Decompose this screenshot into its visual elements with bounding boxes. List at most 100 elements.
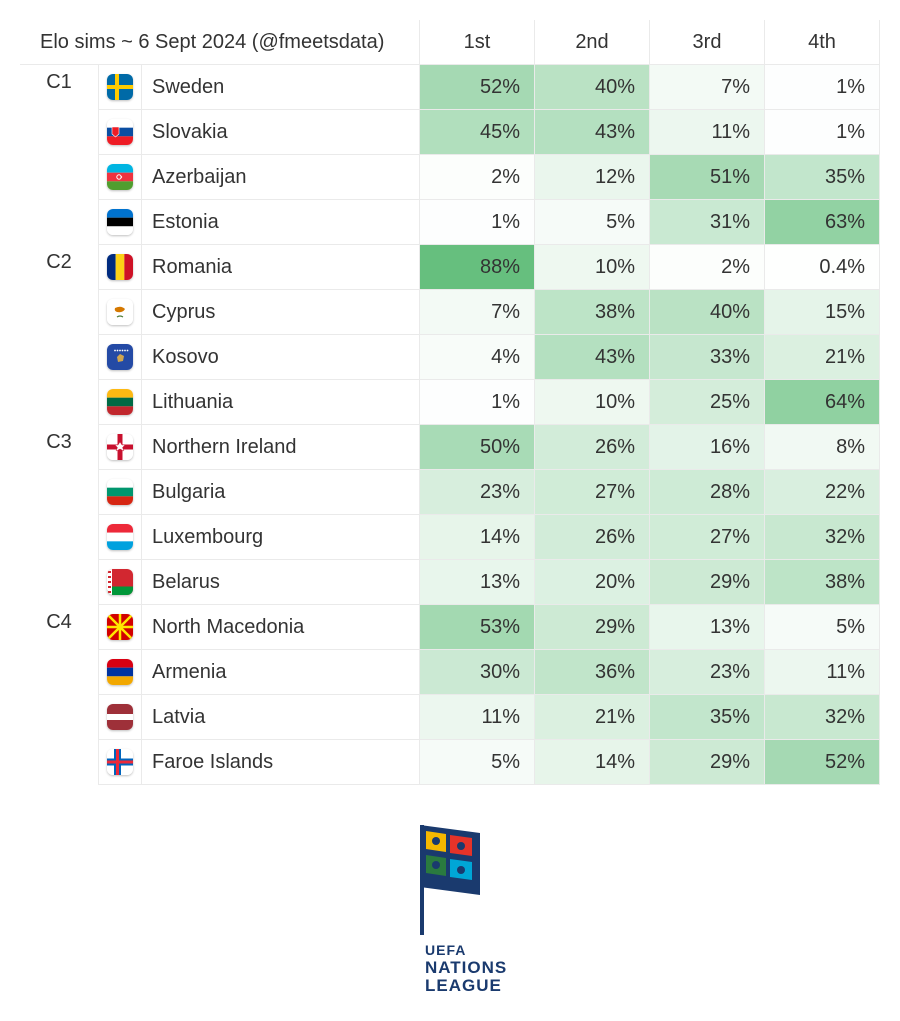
pct-cell: 1% xyxy=(420,380,535,425)
flag-icon xyxy=(107,254,133,280)
table-row: Slovakia45%43%11%1% xyxy=(20,110,880,155)
pct-cell: 11% xyxy=(765,650,880,695)
pct-cell: 2% xyxy=(650,245,765,290)
flag-cell xyxy=(99,740,142,785)
col-4th: 4th xyxy=(765,20,880,65)
pct-cell: 16% xyxy=(650,425,765,470)
table-row: Bulgaria23%27%28%22% xyxy=(20,470,880,515)
flag-cell xyxy=(99,200,142,245)
country-name: Sweden xyxy=(142,65,420,110)
pct-cell: 13% xyxy=(650,605,765,650)
country-name: Faroe Islands xyxy=(142,740,420,785)
pct-cell: 14% xyxy=(420,515,535,560)
flag-icon xyxy=(107,434,133,460)
flag-cell xyxy=(99,560,142,605)
table-row: Estonia1%5%31%63% xyxy=(20,200,880,245)
country-name: Northern Ireland xyxy=(142,425,420,470)
pct-cell: 33% xyxy=(650,335,765,380)
logo-text-nations: NATIONS xyxy=(425,958,507,977)
flag-icon xyxy=(107,164,133,190)
pct-cell: 35% xyxy=(765,155,880,200)
country-name: Slovakia xyxy=(142,110,420,155)
flag-icon xyxy=(107,74,133,100)
pct-cell: 1% xyxy=(765,110,880,155)
pct-cell: 7% xyxy=(420,290,535,335)
pct-cell: 52% xyxy=(420,65,535,110)
pct-cell: 40% xyxy=(535,65,650,110)
header-row: Elo sims ~ 6 Sept 2024 (@fmeetsdata) 1st… xyxy=(20,20,880,65)
table-row: Belarus13%20%29%38% xyxy=(20,560,880,605)
flag-cell xyxy=(99,290,142,335)
pct-cell: 15% xyxy=(765,290,880,335)
flag-icon xyxy=(107,569,133,595)
pct-cell: 21% xyxy=(535,695,650,740)
flag-icon xyxy=(107,704,133,730)
pct-cell: 13% xyxy=(420,560,535,605)
table-row: C1Sweden52%40%7%1% xyxy=(20,65,880,110)
pct-cell: 32% xyxy=(765,515,880,560)
country-name: Armenia xyxy=(142,650,420,695)
pct-cell: 40% xyxy=(650,290,765,335)
pct-cell: 32% xyxy=(765,695,880,740)
group-label: C1 xyxy=(20,65,99,245)
pct-cell: 38% xyxy=(535,290,650,335)
country-name: North Macedonia xyxy=(142,605,420,650)
pct-cell: 5% xyxy=(420,740,535,785)
pct-cell: 29% xyxy=(650,740,765,785)
country-name: Romania xyxy=(142,245,420,290)
flag-icon xyxy=(107,209,133,235)
pct-cell: 1% xyxy=(420,200,535,245)
pct-cell: 10% xyxy=(535,380,650,425)
table-row: Cyprus7%38%40%15% xyxy=(20,290,880,335)
uefa-nations-league-logo: UEFA NATIONS LEAGUE xyxy=(20,815,880,1001)
pct-cell: 23% xyxy=(650,650,765,695)
pct-cell: 51% xyxy=(650,155,765,200)
pct-cell: 53% xyxy=(420,605,535,650)
flag-cell xyxy=(99,380,142,425)
standings-table: Elo sims ~ 6 Sept 2024 (@fmeetsdata) 1st… xyxy=(20,20,880,785)
pct-cell: 52% xyxy=(765,740,880,785)
flag-cell xyxy=(99,650,142,695)
flag-cell xyxy=(99,335,142,380)
flag-cell xyxy=(99,245,142,290)
group-label: C3 xyxy=(20,425,99,605)
pct-cell: 7% xyxy=(650,65,765,110)
country-name: Azerbaijan xyxy=(142,155,420,200)
flag-icon xyxy=(107,614,133,640)
flag-icon xyxy=(107,479,133,505)
pct-cell: 29% xyxy=(650,560,765,605)
flag-icon xyxy=(107,749,133,775)
pct-cell: 26% xyxy=(535,515,650,560)
flag-icon xyxy=(107,659,133,685)
pct-cell: 23% xyxy=(420,470,535,515)
pct-cell: 30% xyxy=(420,650,535,695)
table-row: Faroe Islands5%14%29%52% xyxy=(20,740,880,785)
country-name: Belarus xyxy=(142,560,420,605)
table-row: Latvia11%21%35%32% xyxy=(20,695,880,740)
flag-icon xyxy=(107,344,133,370)
pct-cell: 4% xyxy=(420,335,535,380)
flag-cell xyxy=(99,695,142,740)
table-row: C4North Macedonia53%29%13%5% xyxy=(20,605,880,650)
country-name: Latvia xyxy=(142,695,420,740)
table-row: Luxembourg14%26%27%32% xyxy=(20,515,880,560)
table-title: Elo sims ~ 6 Sept 2024 (@fmeetsdata) xyxy=(20,20,420,65)
flag-icon xyxy=(107,389,133,415)
pct-cell: 63% xyxy=(765,200,880,245)
country-name: Bulgaria xyxy=(142,470,420,515)
pct-cell: 20% xyxy=(535,560,650,605)
flag-icon xyxy=(107,524,133,550)
pct-cell: 5% xyxy=(535,200,650,245)
pct-cell: 45% xyxy=(420,110,535,155)
pct-cell: 88% xyxy=(420,245,535,290)
table-row: Armenia30%36%23%11% xyxy=(20,650,880,695)
pct-cell: 36% xyxy=(535,650,650,695)
group-label: C2 xyxy=(20,245,99,425)
pct-cell: 14% xyxy=(535,740,650,785)
pct-cell: 64% xyxy=(765,380,880,425)
col-1st: 1st xyxy=(420,20,535,65)
flag-cell xyxy=(99,155,142,200)
flag-cell xyxy=(99,605,142,650)
country-name: Luxembourg xyxy=(142,515,420,560)
pct-cell: 8% xyxy=(765,425,880,470)
